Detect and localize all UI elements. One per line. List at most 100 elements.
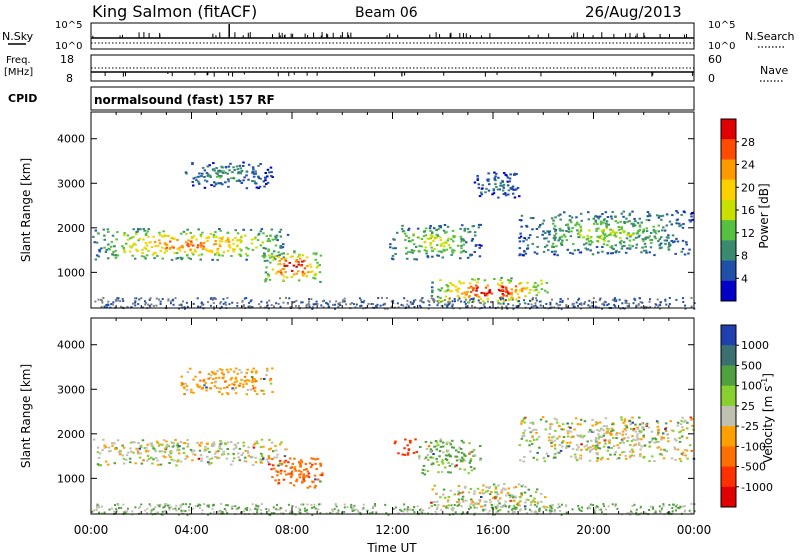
scatter-pixel xyxy=(450,238,453,241)
ground-pixel xyxy=(587,304,590,307)
scatter-pixel xyxy=(460,244,463,247)
ground-pixel xyxy=(197,503,200,506)
scatter-pixel xyxy=(461,491,465,494)
scatter-pixel xyxy=(277,479,281,481)
scatter-pixel xyxy=(631,210,634,213)
scatter-pixel xyxy=(263,252,266,255)
ground-pixel xyxy=(156,504,159,507)
scatter-pixel xyxy=(306,486,309,489)
scatter-pixel xyxy=(526,247,530,250)
ground-pixel xyxy=(300,301,303,304)
scatter-pixel xyxy=(461,460,465,463)
ground-pixel xyxy=(625,302,628,305)
ground-pixel xyxy=(159,303,162,305)
ground-pixel xyxy=(362,503,365,506)
scatter-pixel xyxy=(268,448,271,451)
scatter-pixel xyxy=(435,233,438,236)
scatter-pixel xyxy=(472,289,475,292)
scatter-pixel xyxy=(654,229,657,232)
scatter-pixel xyxy=(550,439,553,442)
scatter-pixel xyxy=(449,489,452,492)
scatter-pixel xyxy=(394,440,397,443)
scatter-pixel xyxy=(186,254,189,257)
ground-pixel xyxy=(305,303,308,306)
ground-pixel xyxy=(530,510,533,513)
ground-pixel xyxy=(331,508,334,511)
scatter-pixel xyxy=(262,247,265,249)
scatter-pixel xyxy=(521,254,525,257)
scatter-pixel xyxy=(630,448,634,451)
scatter-pixel xyxy=(198,385,202,388)
scatter-pixel xyxy=(522,240,525,243)
scatter-pixel xyxy=(216,173,219,176)
scatter-pixel xyxy=(152,235,155,238)
scatter-pixel xyxy=(679,224,683,227)
scatter-pixel xyxy=(461,498,464,501)
ground-pixel xyxy=(117,297,120,300)
scatter-pixel xyxy=(419,446,422,448)
scatter-pixel xyxy=(301,260,304,263)
scatter-pixel xyxy=(275,236,278,239)
scatter-pixel xyxy=(541,416,545,419)
scatter-pixel xyxy=(443,245,446,248)
scatter-pixel xyxy=(668,245,671,247)
scatter-pixel xyxy=(224,181,227,184)
ground-pixel xyxy=(343,510,346,513)
scatter-pixel xyxy=(678,437,681,439)
scatter-pixel xyxy=(681,239,685,242)
scatter-pixel xyxy=(617,457,621,460)
ground-pixel xyxy=(175,509,178,512)
scatter-pixel xyxy=(295,272,299,275)
scatter-pixel xyxy=(659,448,663,451)
scatter-pixel xyxy=(609,246,612,249)
ground-pixel xyxy=(97,298,100,301)
scatter-pixel xyxy=(442,248,445,251)
scatter-pixel xyxy=(621,451,624,454)
scatter-pixel xyxy=(508,494,511,497)
scatter-pixel xyxy=(298,254,301,257)
scatter-pixel xyxy=(553,234,556,237)
scatter-pixel xyxy=(674,448,677,451)
scatter-pixel xyxy=(412,234,415,237)
scatter-pixel xyxy=(254,386,257,389)
time-tick-label: 20:00 xyxy=(576,523,611,537)
ground-pixel xyxy=(231,505,234,508)
scatter-pixel xyxy=(500,276,503,279)
scatter-pixel xyxy=(251,463,255,466)
scatter-pixel xyxy=(510,277,513,280)
ground-pixel xyxy=(223,508,226,510)
ground-pixel xyxy=(292,301,294,304)
scatter-pixel xyxy=(414,245,418,248)
ground-pixel xyxy=(572,302,575,305)
scatter-pixel xyxy=(634,443,637,446)
scatter-pixel xyxy=(433,237,436,240)
scatter-pixel xyxy=(457,498,461,501)
ground-pixel xyxy=(428,304,431,307)
scatter-pixel xyxy=(569,251,572,254)
scatter-pixel xyxy=(245,393,249,396)
scatter-pixel xyxy=(276,474,279,477)
ground-pixel xyxy=(560,513,563,516)
scatter-pixel xyxy=(276,270,280,273)
scatter-pixel xyxy=(525,238,528,241)
scatter-pixel xyxy=(98,250,101,253)
ground-pixel xyxy=(530,503,533,506)
scatter-pixel xyxy=(150,442,154,445)
scatter-pixel xyxy=(235,367,238,370)
scatter-pixel xyxy=(423,249,427,252)
scatter-pixel xyxy=(267,455,271,457)
scatter-pixel xyxy=(542,219,546,222)
scatter-pixel xyxy=(561,445,564,448)
scatter-pixel xyxy=(477,502,480,505)
scatter-pixel xyxy=(511,494,514,497)
colorbar-tick-label: 20 xyxy=(741,181,755,194)
ground-pixel xyxy=(549,512,552,514)
scatter-pixel xyxy=(545,420,548,423)
scatter-pixel xyxy=(316,457,320,460)
scatter-pixel xyxy=(691,417,694,420)
ground-pixel xyxy=(331,303,334,306)
ground-pixel xyxy=(213,511,216,514)
scatter-pixel xyxy=(571,447,575,450)
scatter-pixel xyxy=(529,217,533,219)
